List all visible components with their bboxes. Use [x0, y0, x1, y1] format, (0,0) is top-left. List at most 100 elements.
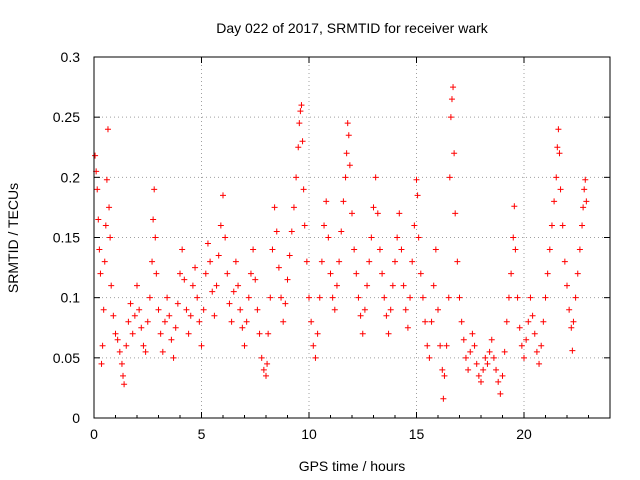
data-point: [196, 318, 203, 325]
x-tick-label: 20: [516, 426, 532, 442]
chart-title: Day 022 of 2017, SRMTID for receiver war…: [216, 20, 489, 36]
data-point: [107, 234, 114, 241]
data-point: [518, 342, 525, 349]
data-point: [217, 222, 224, 229]
data-point: [396, 210, 403, 217]
data-point: [344, 120, 351, 127]
data-point: [383, 312, 390, 319]
data-point: [355, 294, 362, 301]
data-point: [198, 342, 205, 349]
data-point: [480, 366, 487, 373]
data-point: [385, 330, 392, 337]
data-point: [424, 342, 431, 349]
data-point: [440, 395, 447, 402]
data-point: [116, 348, 123, 355]
data-point: [98, 360, 105, 367]
data-point: [280, 318, 287, 325]
data-point: [576, 246, 583, 253]
data-point: [120, 372, 127, 379]
data-point: [557, 186, 564, 193]
data-point: [179, 246, 186, 253]
data-point: [264, 360, 271, 367]
data-point: [570, 318, 577, 325]
data-point: [325, 234, 332, 241]
x-tick-label: 0: [90, 426, 98, 442]
data-point: [527, 294, 534, 301]
data-point: [426, 354, 433, 361]
data-point: [235, 282, 242, 289]
data-point: [239, 324, 246, 331]
data-point: [414, 192, 421, 199]
data-point: [428, 318, 435, 325]
data-point: [94, 186, 101, 193]
data-point: [413, 176, 420, 183]
data-point: [161, 318, 168, 325]
y-axis-label: SRMTID / TECUs: [5, 183, 21, 293]
data-point: [296, 120, 303, 127]
data-point: [177, 270, 183, 277]
data-point: [398, 246, 405, 253]
data-point: [437, 342, 444, 349]
data-point: [495, 378, 502, 385]
data-point: [329, 294, 336, 301]
data-point: [104, 126, 111, 133]
data-point: [202, 270, 209, 277]
data-point: [131, 312, 138, 319]
data-point: [569, 347, 576, 354]
data-point: [516, 324, 523, 331]
data-point: [435, 306, 441, 313]
data-point: [151, 186, 158, 193]
data-point: [512, 246, 519, 253]
data-point: [439, 366, 446, 373]
data-point: [359, 330, 366, 337]
data-point: [99, 342, 106, 349]
data-point: [572, 294, 579, 301]
data-point: [269, 246, 276, 253]
data-point: [458, 318, 465, 325]
data-point: [230, 288, 237, 295]
data-point: [164, 294, 171, 301]
data-point: [374, 210, 381, 217]
data-point: [192, 264, 199, 271]
data-point: [473, 360, 480, 367]
data-point: [181, 276, 188, 283]
data-point: [114, 336, 121, 343]
data-point: [465, 366, 472, 373]
data-point: [392, 258, 398, 265]
data-point: [174, 300, 181, 307]
data-point: [343, 150, 350, 157]
data-point: [523, 336, 530, 343]
data-point: [471, 342, 478, 349]
data-point: [333, 282, 340, 289]
x-tick-label: 15: [409, 426, 425, 442]
data-point: [368, 234, 375, 241]
data-point: [303, 258, 310, 265]
data-point: [288, 228, 295, 235]
data-point: [407, 294, 414, 301]
data-point: [533, 348, 540, 355]
data-point: [493, 366, 500, 373]
data-point: [529, 312, 536, 319]
data-point: [448, 96, 455, 103]
data-point: [258, 354, 265, 361]
data-point: [451, 150, 458, 157]
data-point: [220, 192, 226, 199]
data-point: [108, 282, 115, 289]
data-point: [521, 354, 527, 361]
y-tick-label: 0: [72, 410, 80, 426]
data-point: [501, 348, 508, 355]
data-point: [499, 372, 506, 379]
data-point: [351, 246, 358, 253]
data-point: [419, 294, 426, 301]
data-point: [144, 318, 151, 325]
data-points: [92, 84, 590, 402]
data-point: [559, 222, 566, 229]
data-point: [579, 222, 586, 229]
data-point: [316, 294, 323, 301]
data-point: [450, 84, 457, 91]
data-point: [511, 203, 518, 210]
data-point: [531, 330, 538, 337]
data-point: [136, 306, 143, 313]
data-point: [553, 174, 560, 181]
data-point: [548, 222, 555, 229]
